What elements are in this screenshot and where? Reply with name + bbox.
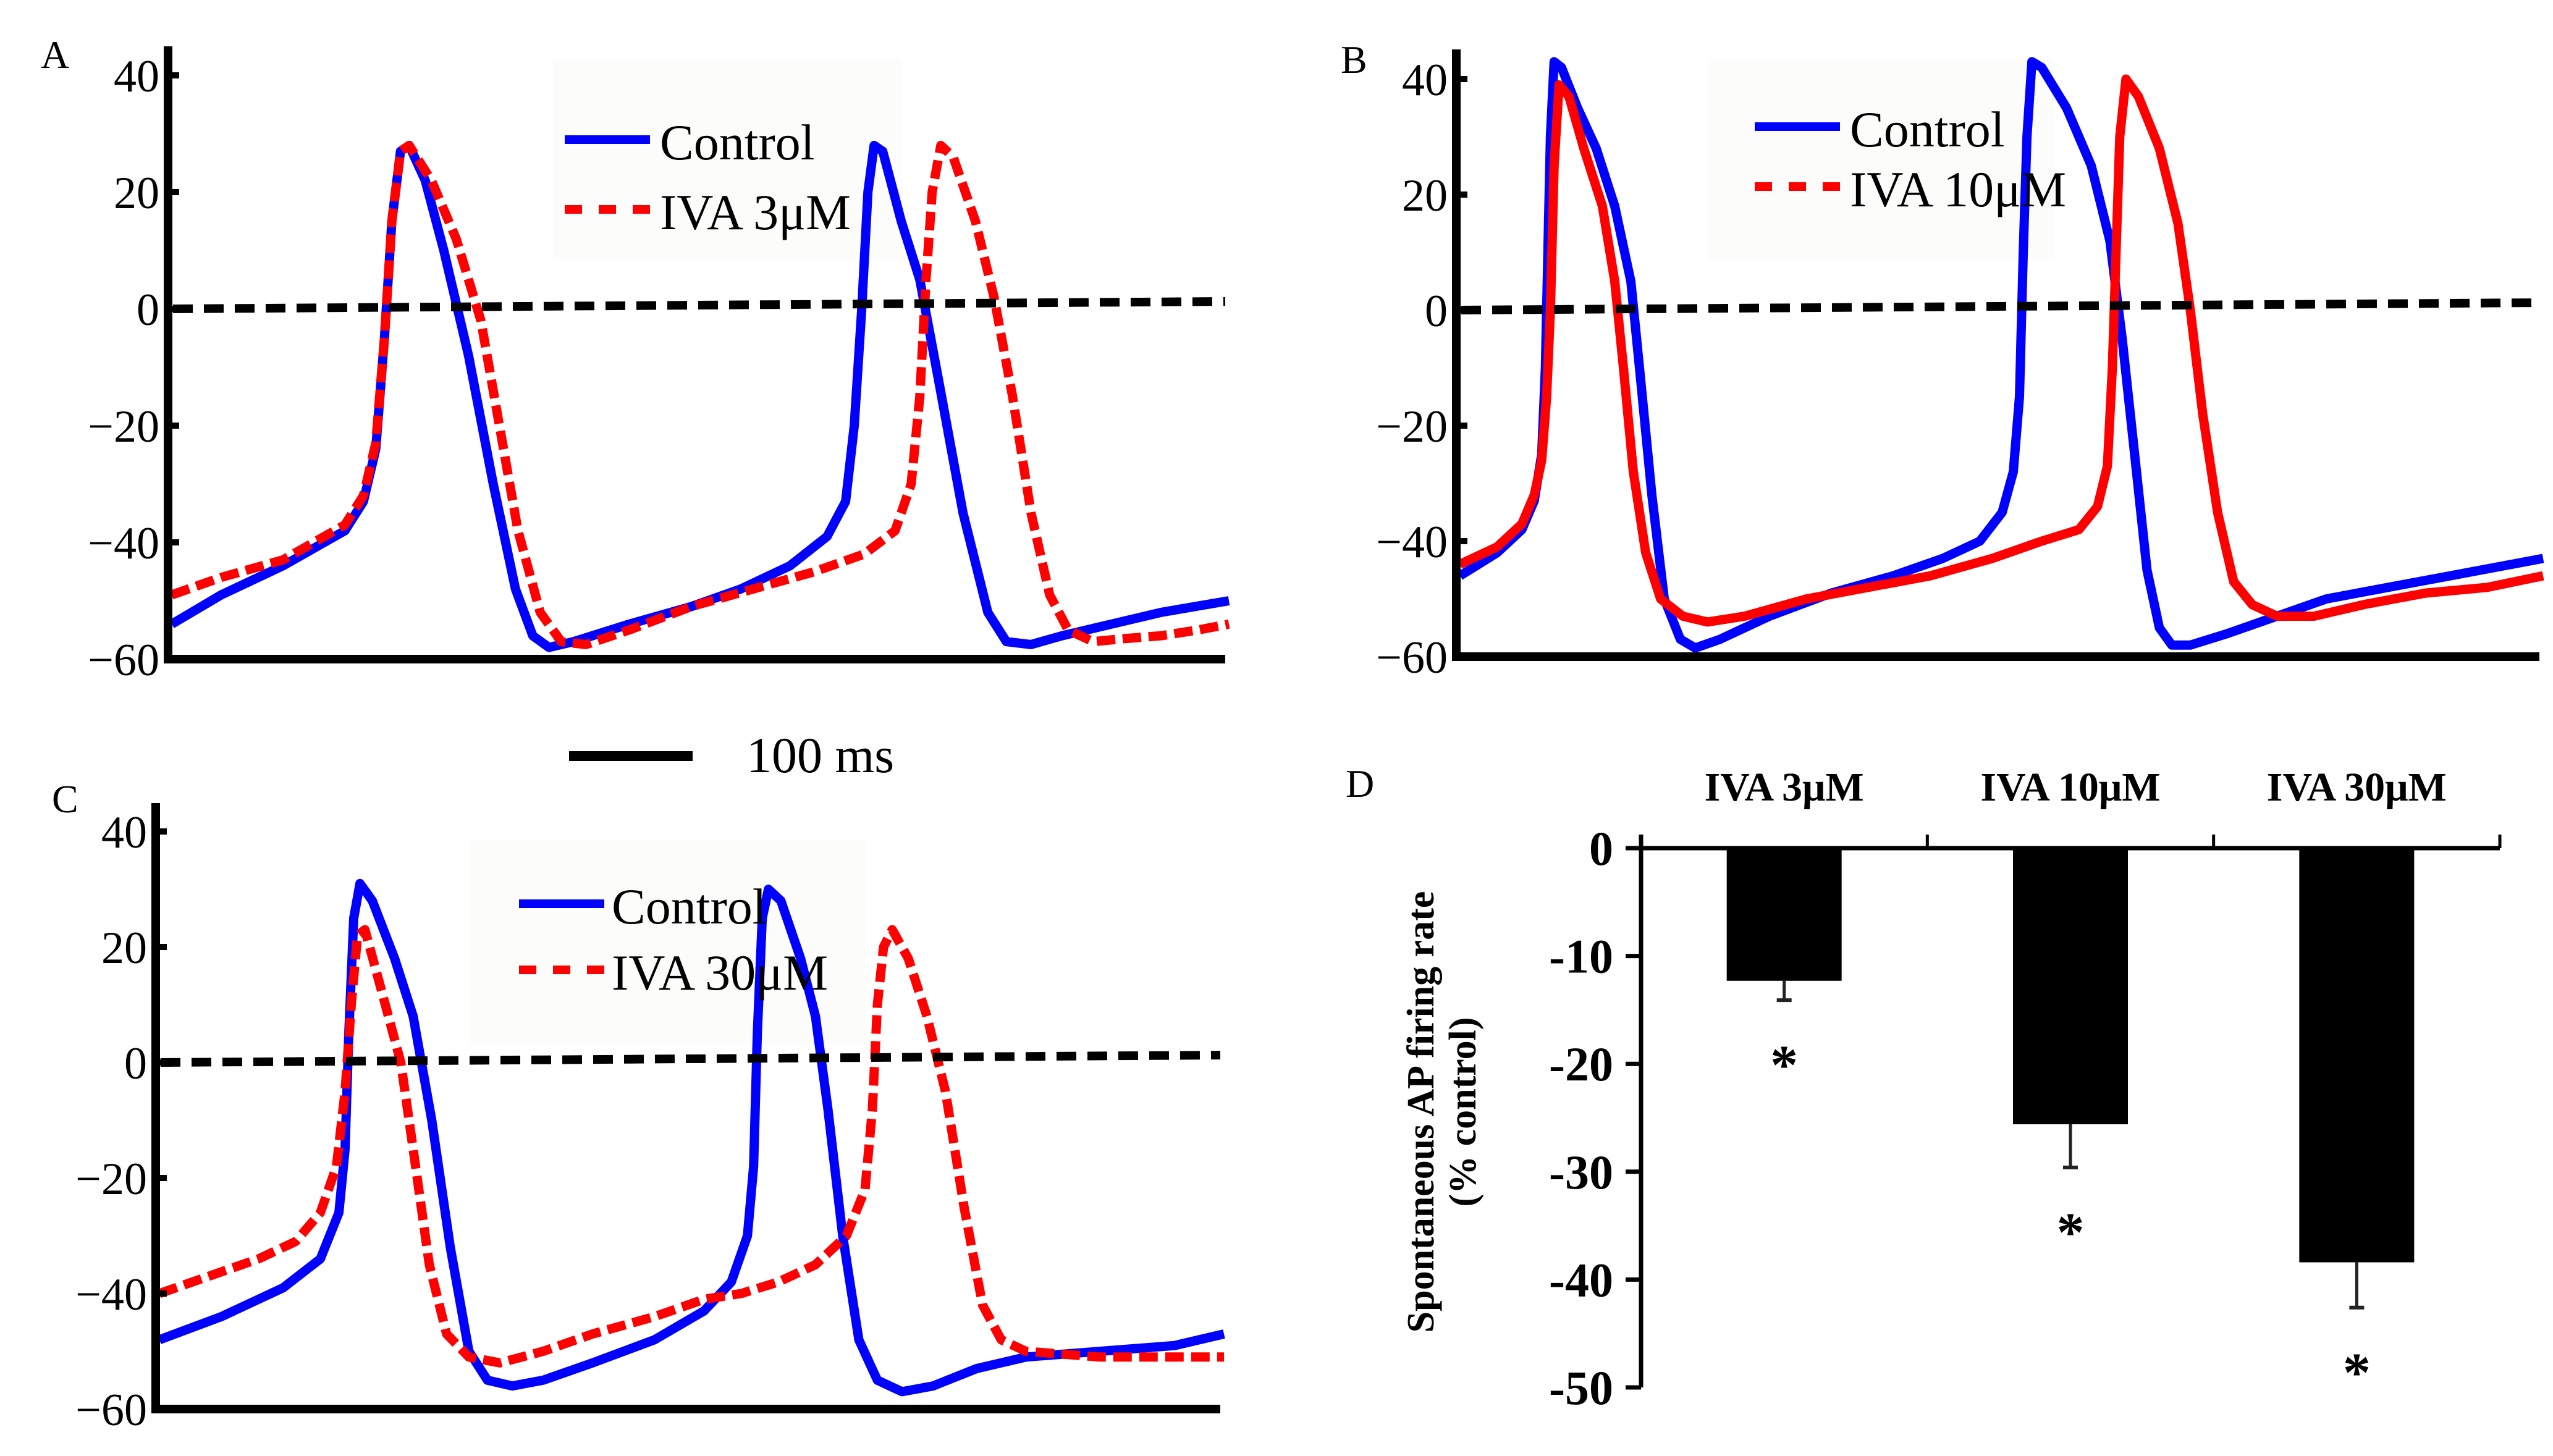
legend-background bbox=[553, 59, 902, 259]
y-tick-label: 20 bbox=[1402, 170, 1448, 221]
trace-group bbox=[1458, 57, 2544, 653]
trace-iva bbox=[170, 140, 1230, 649]
y-tick-label: −20 bbox=[75, 1154, 147, 1205]
bar bbox=[2013, 848, 2128, 1124]
zero-reference-line bbox=[172, 297, 1226, 313]
panel-d-firing-rate-bar-chart: D Spontaneous AP firing rate (% control)… bbox=[1346, 762, 2502, 1415]
panel-b-ap-trace-10um: B 40 20 0 −20 −40 −60 Control IVA 10μM bbox=[1341, 38, 2544, 683]
trace-iva bbox=[1458, 74, 2544, 627]
legend-label-iva: IVA 3μM bbox=[660, 184, 851, 240]
legend: Control IVA 3μM bbox=[565, 114, 851, 240]
y-tick-label: −40 bbox=[1376, 517, 1448, 568]
bar-group: * * * bbox=[1726, 848, 2415, 1403]
y-tick-label: 20 bbox=[114, 168, 159, 219]
y-tick-label: 0 bbox=[124, 1038, 147, 1089]
category-label: IVA 10μM bbox=[1980, 765, 2160, 810]
trace-group bbox=[169, 140, 1230, 652]
legend-label-control: Control bbox=[660, 114, 815, 170]
legend-label-control: Control bbox=[612, 878, 767, 935]
y-tick-label: 0 bbox=[1425, 286, 1448, 337]
y-tick-label: -50 bbox=[1549, 1361, 1613, 1415]
y-axis-title-line1: Spontaneous AP firing rate bbox=[1400, 891, 1442, 1333]
y-tick-label: −40 bbox=[75, 1269, 147, 1320]
trace-control bbox=[169, 140, 1230, 652]
trace-iva bbox=[158, 925, 1224, 1368]
y-tick-label: -10 bbox=[1549, 930, 1613, 983]
legend-label-iva: IVA 10μM bbox=[1850, 161, 2066, 217]
y-tick-label: 40 bbox=[114, 51, 159, 102]
trace-control bbox=[1458, 57, 2544, 653]
category-label: IVA 3μM bbox=[1705, 765, 1864, 810]
axes: 40 20 0 −20 −40 −60 bbox=[1376, 49, 2539, 683]
y-tick-label: −20 bbox=[1376, 402, 1448, 452]
legend: Control IVA 10μM bbox=[1755, 101, 2066, 217]
panel-letter-d: D bbox=[1346, 762, 1374, 806]
y-tick-label: 0 bbox=[137, 285, 159, 335]
y-tick-label: −40 bbox=[88, 518, 159, 569]
bar bbox=[2299, 848, 2415, 1263]
y-tick-label: −60 bbox=[75, 1385, 147, 1436]
panel-a-ap-trace-3um: A 40 20 0 −20 −40 −60 Control IVA 3μM bbox=[41, 33, 1230, 686]
y-axis-title-line2: (% control) bbox=[1442, 1017, 1484, 1206]
y-tick-label: -20 bbox=[1549, 1037, 1613, 1091]
y-tick-label: −60 bbox=[1376, 633, 1448, 683]
y-tick-label: -30 bbox=[1549, 1145, 1613, 1199]
legend-background bbox=[1708, 59, 2054, 259]
significance-asterisk: * bbox=[2343, 1342, 2371, 1403]
zero-reference-line bbox=[1461, 298, 2540, 314]
time-scale-bar: 100 ms bbox=[569, 727, 894, 783]
category-label: IVA 30μM bbox=[2267, 765, 2447, 810]
y-tick-label: 40 bbox=[101, 807, 147, 858]
y-tick-label: -40 bbox=[1549, 1253, 1613, 1307]
legend-label-control: Control bbox=[1850, 101, 2005, 158]
legend: Control IVA 30μM bbox=[519, 878, 828, 1001]
scale-bar-label: 100 ms bbox=[746, 727, 894, 783]
significance-asterisk: * bbox=[1770, 1035, 1798, 1096]
panel-letter-c: C bbox=[52, 777, 78, 821]
bar bbox=[1726, 848, 1842, 981]
trace-group bbox=[158, 878, 1225, 1397]
y-tick-label: 20 bbox=[101, 923, 147, 974]
y-tick-label: 0 bbox=[1589, 822, 1613, 875]
panel-letter-a: A bbox=[41, 33, 69, 77]
axes: IVA 3μM IVA 10μM IVA 30μM 0 -10 -20 -30 -40 -50 bbox=[1549, 765, 2502, 1415]
y-tick-label: −60 bbox=[88, 635, 159, 686]
y-tick-label: 40 bbox=[1402, 55, 1448, 106]
panel-c-ap-trace-30um: C 40 20 0 −20 −40 −60 Control IVA 30μM bbox=[52, 777, 1225, 1436]
axes: 40 20 0 −20 −40 −60 bbox=[88, 46, 1225, 686]
panel-letter-b: B bbox=[1341, 38, 1367, 82]
significance-asterisk: * bbox=[2057, 1202, 2085, 1263]
y-tick-label: −20 bbox=[88, 402, 159, 452]
legend-background bbox=[470, 840, 865, 1044]
axes: 40 20 0 −20 −40 −60 bbox=[75, 803, 1220, 1436]
zero-reference-line bbox=[160, 1051, 1221, 1067]
legend-label-iva: IVA 30μM bbox=[612, 945, 828, 1001]
